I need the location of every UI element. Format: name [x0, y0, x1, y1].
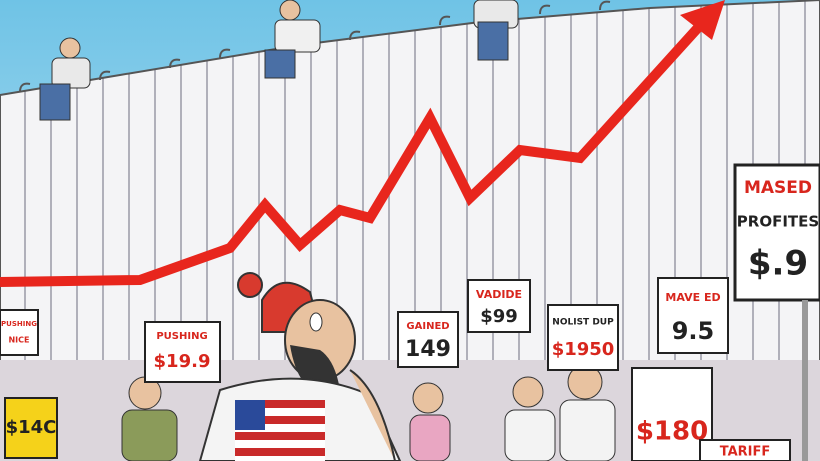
sign: GAINED 149 — [397, 311, 459, 368]
sign: NOLIST DUP $1950 — [547, 304, 619, 371]
sign-text: $180 — [636, 417, 708, 447]
shoppers — [121, 364, 616, 461]
rising-arrow — [0, 0, 725, 287]
sign-text: PUSHING — [156, 331, 207, 342]
wall-hooks — [19, 0, 611, 93]
sign-text: $14C — [6, 417, 57, 438]
sign-text: NICE — [8, 336, 29, 345]
sign-text: PROFITES — [737, 213, 819, 231]
sign: $14C — [4, 397, 58, 459]
sign-text: $.9 — [748, 244, 808, 284]
sign-text: $1950 — [552, 339, 615, 360]
sign-text: MASED — [744, 178, 812, 198]
sign: MAVE ED 9.5 — [657, 277, 729, 354]
sign-text: $99 — [480, 306, 518, 327]
sign-text: NOLIST DUP — [552, 318, 614, 328]
sign: TARIFF — [699, 439, 791, 461]
sign-text: PUSHING — [1, 320, 37, 328]
sign: VADIDE $99 — [467, 279, 531, 333]
sign-text: 9.5 — [672, 317, 715, 345]
sign-text: 149 — [405, 337, 451, 362]
sign-text: VADIDE — [476, 288, 522, 301]
sign: PUSHING NICE — [0, 309, 39, 356]
sign-text: GAINED — [406, 321, 449, 332]
sign-text: $19.9 — [154, 351, 211, 372]
sign: $180 — [631, 367, 713, 461]
sign-text: TARIFF — [720, 445, 771, 460]
people-on-wall — [39, 0, 519, 121]
main-character — [198, 272, 402, 461]
sign: MASED PROFITES $.9 — [733, 163, 820, 461]
sign-text: MAVE ED — [665, 291, 720, 304]
sign: PUSHING $19.9 — [144, 321, 221, 383]
